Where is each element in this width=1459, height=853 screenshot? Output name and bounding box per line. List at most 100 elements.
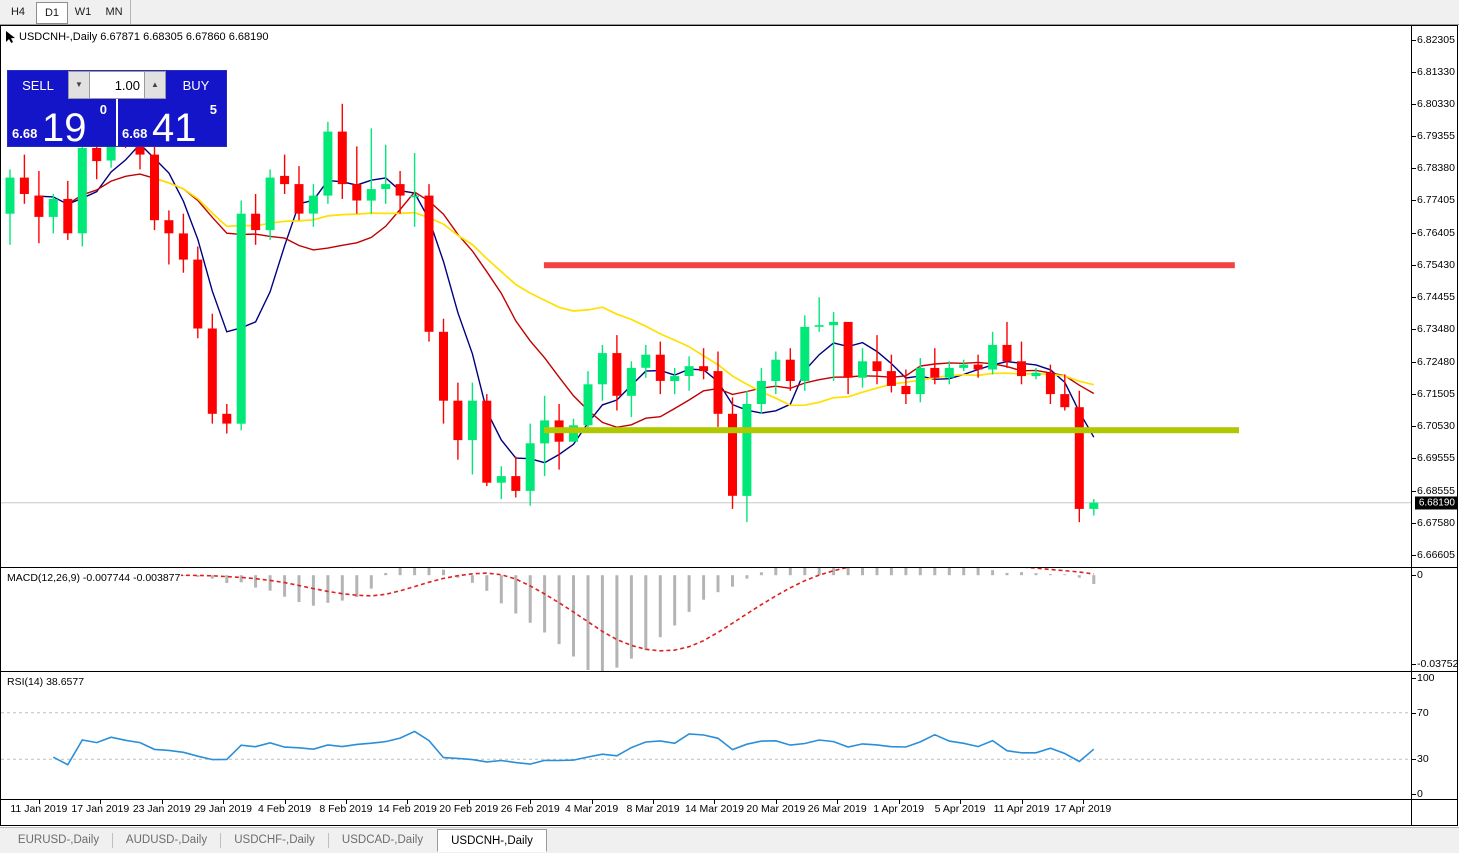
- price-chart-svg: [1, 97, 1411, 523]
- octp-prices: 6.68 19 0 6.68 41 5: [8, 99, 226, 150]
- macd-axis-tick: 0: [1417, 569, 1423, 582]
- price-axis[interactable]: 6.82305 6.81330 6.80330 6.79355 6.78380 6.774…: [1411, 26, 1457, 567]
- timeframe-mn[interactable]: MN: [105, 6, 123, 18]
- symbol-header: USDCNH-,Daily 6.67871 6.68305 6.67860 6.…: [19, 31, 269, 43]
- rsi-axis-tickmark: [1412, 712, 1416, 714]
- macd-axis-tickmark: [1412, 575, 1416, 577]
- price-axis-tickmark: [1412, 233, 1416, 235]
- rsi-axis-tickmark: [1412, 677, 1416, 679]
- price-axis-tickmark: [1412, 490, 1416, 492]
- rsi-axis[interactable]: 100 70 30 0: [1411, 672, 1457, 799]
- price-axis-tickmark: [1412, 457, 1416, 459]
- timeframe-h4[interactable]: H4: [10, 6, 26, 18]
- price-axis-tick: 6.67580: [1417, 516, 1455, 529]
- tab-eurusd-daily[interactable]: EURUSD-,Daily: [17, 834, 100, 846]
- macd-axis[interactable]: 0 -0.037529: [1411, 568, 1457, 671]
- volume-increment-button[interactable]: ▲: [144, 71, 166, 99]
- price-axis-tickmark: [1412, 393, 1416, 395]
- date-axis-label: 4 Mar 2019: [565, 803, 619, 815]
- price-axis-tickmark: [1412, 136, 1416, 138]
- price-axis-tick: 6.74455: [1417, 291, 1455, 304]
- timeframe-d1[interactable]: D1: [36, 2, 68, 24]
- tab-audusd-daily[interactable]: AUDUSD-,Daily: [125, 834, 208, 846]
- rsi-pane[interactable]: RSI(14) 38.6577 100 70 30 0: [1, 672, 1457, 800]
- date-axis-label: 14 Mar 2019: [684, 803, 744, 815]
- price-axis-tick: 6.73480: [1417, 323, 1455, 336]
- rsi-axis-tick: 70: [1417, 706, 1429, 719]
- volume-decrement-button[interactable]: ▼: [68, 71, 90, 99]
- price-axis-tick: 6.82305: [1417, 33, 1455, 46]
- buy-button[interactable]: BUY: [166, 71, 226, 99]
- macd-axis-tickmark: [1412, 664, 1416, 665]
- date-axis[interactable]: 11 Jan 2019 17 Jan 2019 23 Jan 2019 29 Jan …: [1, 800, 1457, 825]
- tab-usdcad-daily[interactable]: USDCAD-,Daily: [341, 834, 424, 846]
- rsi-plot[interactable]: [1, 672, 1411, 799]
- date-axis-tickmark: [223, 800, 225, 804]
- date-axis-label: 8 Mar 2019: [626, 803, 680, 815]
- date-axis-tickmark: [100, 800, 102, 804]
- octp-toolbar: SELL ▼ 1.00 ▲ BUY: [8, 71, 226, 99]
- price-axis-tickmark: [1412, 425, 1416, 427]
- date-axis-label: 26 Mar 2019: [807, 803, 867, 815]
- date-axis-tickmark: [775, 800, 777, 804]
- date-axis-label: 17 Apr 2019: [1054, 803, 1112, 815]
- volume-input[interactable]: 1.00: [90, 71, 144, 99]
- price-axis-tickmark: [1412, 361, 1416, 363]
- price-axis-tick: 6.78380: [1417, 162, 1455, 175]
- price-axis-tick: 6.80330: [1417, 98, 1455, 111]
- crosshair-cursor-icon: [6, 31, 15, 43]
- sell-price-fraction: 0: [99, 102, 107, 117]
- date-axis-label: 11 Jan 2019: [10, 803, 68, 815]
- buy-price-big: 41: [152, 106, 197, 150]
- sell-price-big: 19: [42, 106, 87, 150]
- macd-label: MACD(12,26,9) -0.007744 -0.003877: [6, 572, 182, 584]
- price-axis-tick: 6.72480: [1417, 355, 1455, 368]
- timeframe-group: H4 D1 W1 MN: [0, 0, 131, 24]
- macd-axis-tick: -0.037529: [1417, 658, 1457, 670]
- tab-separator: [112, 833, 113, 848]
- chart-tab-bar[interactable]: EURUSD-,Daily AUDUSD-,Daily USDCHF-,Dail…: [0, 827, 1459, 853]
- rsi-axis-tickmark: [1412, 759, 1416, 761]
- timeframe-w1[interactable]: W1: [74, 6, 92, 18]
- price-axis-tickmark: [1412, 554, 1416, 556]
- date-axis-tickmark: [898, 800, 900, 804]
- date-axis-tickmark: [960, 800, 962, 804]
- macd-pane[interactable]: MACD(12,26,9) -0.007744 -0.003877 0 -0.03…: [1, 568, 1457, 672]
- tab-separator: [220, 833, 221, 848]
- date-axis-tickmark: [38, 800, 40, 804]
- price-axis-tickmark: [1412, 200, 1416, 202]
- sell-price-display[interactable]: 6.68 19 0: [8, 99, 118, 150]
- volume-stepper[interactable]: ▼ 1.00 ▲: [68, 71, 166, 99]
- date-axis-label: 8 Feb 2019: [319, 803, 373, 815]
- chevron-down-icon: ▼: [75, 80, 83, 89]
- price-axis-tickmark: [1412, 168, 1416, 170]
- price-pane[interactable]: USDCNH-,Daily 6.67871 6.68305 6.67860 6.…: [1, 26, 1457, 568]
- one-click-trading-panel[interactable]: SELL ▼ 1.00 ▲ BUY 6.68 19 0 6.68: [8, 71, 226, 150]
- date-axis-label: 5 Apr 2019: [934, 803, 986, 815]
- price-axis-tick: 6.79355: [1417, 130, 1455, 143]
- price-axis-tick: 6.71505: [1417, 387, 1455, 400]
- price-axis-tickmark: [1412, 522, 1416, 524]
- date-axis-label: 4 Feb 2019: [257, 803, 312, 815]
- price-axis-tick: 6.68555: [1417, 484, 1455, 497]
- rsi-axis-tick: 0: [1417, 788, 1423, 800]
- date-axis-label: 20 Mar 2019: [746, 803, 806, 815]
- tab-usdchf-daily[interactable]: USDCHF-,Daily: [234, 834, 315, 846]
- price-plot[interactable]: [1, 26, 1411, 567]
- price-axis-tickmark: [1412, 265, 1416, 267]
- date-axis-tickmark: [1021, 800, 1023, 804]
- timeframe-toolbar: H4 D1 W1 MN: [0, 0, 1459, 25]
- rsi-axis-tickmark: [1412, 794, 1416, 796]
- date-axis-label: 1 Apr 2019: [873, 803, 925, 815]
- chevron-up-icon: ▲: [151, 80, 159, 89]
- tab-usdcnh-daily[interactable]: USDCNH-,Daily: [437, 829, 547, 852]
- date-axis-tickmark: [407, 800, 409, 804]
- macd-plot[interactable]: [1, 568, 1411, 671]
- sell-button[interactable]: SELL: [8, 71, 68, 99]
- current-price-tag: 6.68190: [1414, 496, 1457, 510]
- price-axis-tickmark: [1412, 104, 1416, 106]
- buy-price-display[interactable]: 6.68 41 5: [118, 99, 226, 150]
- date-axis-tickmark: [714, 800, 716, 804]
- tab-separator: [328, 833, 329, 848]
- date-axis-tickmark: [653, 800, 655, 804]
